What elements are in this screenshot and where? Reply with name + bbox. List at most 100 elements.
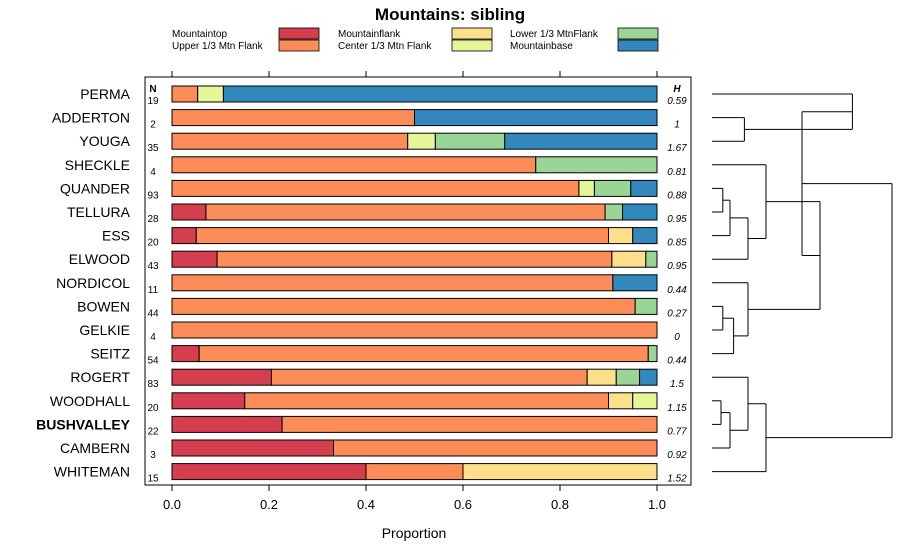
bar-ess-upper-1-3-mtn-flank [195,227,609,245]
n-value-tellura: 28 [147,214,159,225]
bar-tellura-mountaintop [171,203,207,221]
bar-rogert-mountainflank [586,368,617,386]
h-value-bushvalley: 0.77 [667,426,687,437]
h-value-seitz: 0.44 [667,356,687,367]
site-label-seitz: SEITZ [90,346,130,362]
site-label-sheckle: SHECKLE [65,157,130,173]
site-label-ess: ESS [102,228,130,244]
bar-gelkie-upper-1-3-mtn-flank [171,321,658,339]
bar-whiteman-upper-1-3-mtn-flank [365,463,464,481]
site-label-youga: YOUGA [79,133,130,149]
bar-quander-lower-1-3-mtnflank [593,179,632,197]
bar-sheckle-upper-1-3-mtn-flank [171,156,537,174]
bar-rogert-mountainbase [639,368,658,386]
site-label-cambern: CAMBERN [60,440,130,456]
legend-swatch-mountainbase [617,39,659,52]
bar-bowen-upper-1-3-mtn-flank [171,297,636,315]
site-label-whiteman: WHITEMAN [54,464,130,480]
bar-bowen-lower-1-3-mtnflank [634,297,658,315]
h-value-bowen: 0.27 [667,308,687,319]
bar-quander-mountainbase [630,179,658,197]
bar-sheckle-lower-1-3-mtnflank [535,156,658,174]
bar-elwood-lower-1-3-mtnflank [645,250,658,268]
legend-label-mountainbase: Mountainbase [510,41,573,52]
n-value-gelkie: 4 [150,332,156,343]
x-tick-label-2: 0.4 [357,497,375,512]
chart-rows: PERMA 19 0.59 ADDERTON 2 1 YOUGA 35 1.67 SHECKLE 4… [36,85,687,485]
bar-rogert-upper-1-3-mtn-flank [270,368,588,386]
h-column-header: H [673,84,681,95]
n-value-woodhall: 20 [147,403,159,414]
h-value-elwood: 0.95 [667,261,687,272]
site-label-bowen: BOWEN [77,298,130,314]
dendrogram [712,93,893,473]
bar-youga-mountainbase [504,132,658,150]
site-label-woodhall: WOODHALL [50,393,130,409]
n-value-ess: 20 [147,238,159,249]
legend-swatch-mountainflank [451,27,493,40]
bar-cambern-upper-1-3-mtn-flank [333,439,658,457]
bar-youga-center-1-3-mtn-flank [407,132,436,150]
legend-swatch-center-1-3-mtn-flank [451,39,493,52]
bar-cambern-mountaintop [171,439,335,457]
legend-swatch-lower-1-3-mtnflank [617,27,659,40]
h-value-cambern: 0.92 [667,450,687,461]
n-value-bushvalley: 22 [147,426,159,437]
bar-youga-lower-1-3-mtnflank [434,132,506,150]
site-label-rogert: ROGERT [70,369,130,385]
bar-whiteman-mountainflank [462,463,658,481]
x-axis: 0.0 0.2 0.4 0.6 0.8 1.0 [163,71,666,512]
bar-rogert-lower-1-3-mtnflank [615,368,641,386]
bar-nordicol-upper-1-3-mtn-flank [171,274,614,292]
bar-woodhall-center-1-3-mtn-flank [632,392,658,410]
chart-title: Mountains: sibling [375,5,525,24]
n-value-bowen: 44 [147,308,159,319]
site-label-nordicol: NORDICOL [56,275,130,291]
legend-label-mountaintop: Mountaintop [172,29,227,40]
bar-perma-mountainbase [222,85,658,103]
site-label-adderton: ADDERTON [52,110,130,126]
n-value-seitz: 54 [147,356,159,367]
bar-tellura-lower-1-3-mtnflank [604,203,624,221]
legend-label-upper-1-3-mtn-flank: Upper 1/3 Mtn Flank [172,41,264,52]
bar-elwood-mountainflank [611,250,647,268]
x-tick-label-4: 0.8 [551,497,569,512]
n-value-quander: 93 [147,190,159,201]
n-value-perma: 19 [147,96,159,107]
n-value-rogert: 83 [147,379,159,390]
bar-whiteman-mountaintop [171,463,367,481]
bar-woodhall-mountainflank [608,392,634,410]
n-value-cambern: 3 [150,450,156,461]
bar-adderton-mountainbase [414,109,658,127]
bar-adderton-upper-1-3-mtn-flank [171,109,415,127]
site-label-bushvalley: BUSHVALLEY [36,416,131,432]
legend-label-mountainflank: Mountainflank [338,29,401,40]
bar-elwood-upper-1-3-mtn-flank [216,250,613,268]
h-value-sheckle: 0.81 [667,167,686,178]
site-label-gelkie: GELKIE [79,322,130,338]
bar-woodhall-mountaintop [171,392,246,410]
n-column-header: N [149,84,156,95]
x-tick-label-1: 0.2 [260,497,278,512]
h-value-ess: 0.85 [667,238,687,249]
h-value-quander: 0.88 [667,190,687,201]
h-value-nordicol: 0.44 [667,285,687,296]
h-value-woodhall: 1.15 [667,403,687,414]
site-label-quander: QUANDER [60,180,130,196]
x-tick-label-0: 0.0 [163,497,181,512]
legend-swatch-mountaintop [278,27,320,40]
bar-woodhall-upper-1-3-mtn-flank [244,392,609,410]
n-value-elwood: 43 [147,261,159,272]
h-value-youga: 1.67 [667,143,687,154]
bar-bushvalley-upper-1-3-mtn-flank [281,415,658,433]
site-label-elwood: ELWOOD [69,251,130,267]
site-label-tellura: TELLURA [67,204,131,220]
bar-perma-center-1-3-mtn-flank [197,85,224,103]
h-value-adderton: 1 [674,120,680,131]
h-value-whiteman: 1.52 [667,474,687,485]
bar-nordicol-mountainbase [612,274,658,292]
legend-swatch-upper-1-3-mtn-flank [278,39,320,52]
bar-seitz-upper-1-3-mtn-flank [198,345,649,363]
